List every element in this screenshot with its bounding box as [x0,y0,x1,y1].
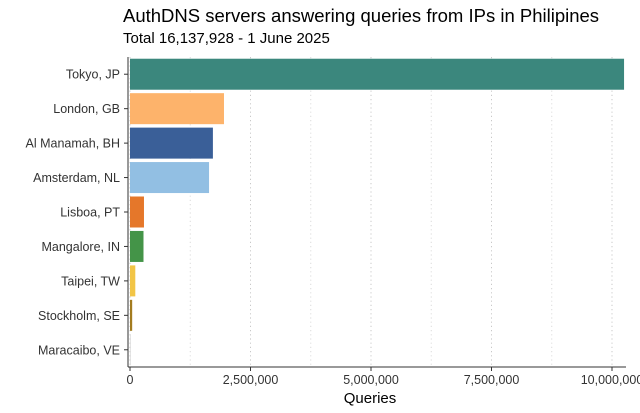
y-tick-label: Maracaibo, VE [38,343,120,357]
chart-subtitle: Total 16,137,928 - 1 June 2025 [123,30,330,47]
x-tick-label: 5,000,000 [343,373,399,387]
bar-taipei-tw [130,265,136,297]
axes: Tokyo, JP London, GB Al Manamah, BH Amsterd… [26,57,640,387]
x-tick-label: 0 [127,373,134,387]
y-tick-label: Tokyo, JP [66,68,120,82]
bars [130,58,625,366]
y-tick-label: London, GB [53,102,120,116]
bar-tokyo-jp [130,58,625,90]
y-tick-label: Taipei, TW [61,274,120,288]
bar-london-gb [130,93,224,125]
bar-amsterdam-nl [130,162,210,194]
bar-lisboa-pt [130,196,144,228]
y-tick-label: Lisboa, PT [60,206,120,220]
x-tick-label: 7,500,000 [464,373,520,387]
x-tick-label: 2,500,000 [223,373,279,387]
y-tick-label: Al Manamah, BH [26,137,120,151]
bar-al-manamah-bh [130,127,213,159]
bar-stockholm-se [130,299,133,331]
chart-title: AuthDNS servers answering queries from I… [123,5,600,26]
x-axis-title: Queries [344,390,397,407]
y-tick-label: Mangalore, IN [41,240,120,254]
bar-mangalore-in [130,230,144,262]
y-tick-label: Amsterdam, NL [33,171,120,185]
y-tick-label: Stockholm, SE [38,309,120,323]
x-tick-label: 10,000,000 [581,373,640,387]
